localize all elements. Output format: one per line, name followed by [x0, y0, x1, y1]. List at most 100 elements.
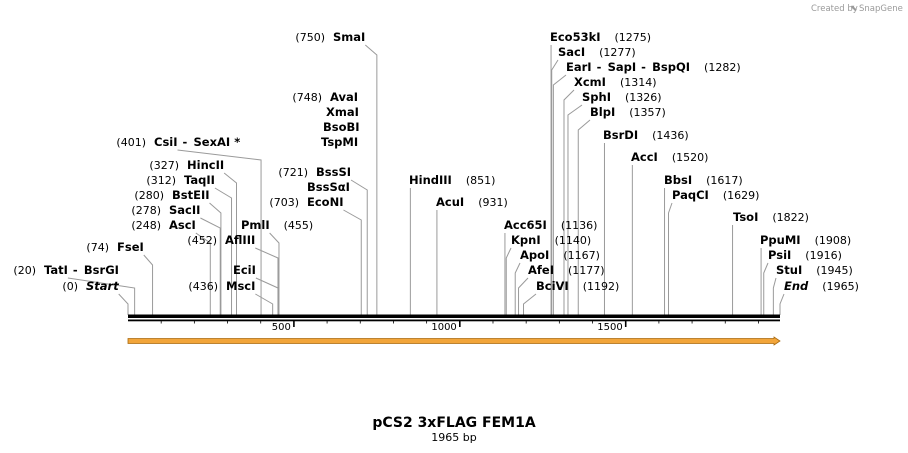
site-name[interactable]: AvaI — [330, 90, 358, 104]
site-hincii[interactable]: HincII (327) — [149, 158, 224, 172]
site-name[interactable]: Eco53kI — [550, 30, 601, 44]
site-ecii[interactable]: EciI — [233, 263, 256, 277]
site-acui[interactable]: AcuI (931) — [436, 195, 508, 209]
site-pmli[interactable]: PmlI (455) — [241, 218, 313, 232]
site-position: (1326) — [625, 91, 662, 104]
site-bbsi[interactable]: BbsI (1617) — [664, 173, 743, 187]
site-name[interactable]: SmaI — [333, 30, 365, 44]
site-name[interactable]: BciVI — [536, 279, 569, 293]
site-name[interactable]: EcoNI — [307, 195, 343, 209]
site-tati[interactable]: TatI - BsrGI (20) — [13, 263, 119, 277]
ruler-tick-label: 1000 — [431, 322, 456, 333]
site-csii[interactable]: CsiI - SexAI * (401) — [116, 135, 240, 149]
site-sacii[interactable]: SacII (278) — [131, 203, 200, 217]
site-name[interactable]: EarI — [566, 60, 592, 74]
site-stui[interactable]: StuI (1945) — [776, 263, 853, 277]
site-name[interactable]: SacII — [169, 203, 200, 217]
site-start[interactable]: Start (0) — [62, 279, 119, 293]
site-name[interactable]: Acc65I — [504, 218, 547, 232]
site-name[interactable]: BsrDI — [603, 128, 638, 142]
site-name[interactable]: ApoI — [520, 248, 549, 262]
site-bsssi[interactable]: BssSI (721) — [278, 165, 351, 179]
site-bsrdi[interactable]: BsrDI (1436) — [603, 128, 689, 142]
feature-track[interactable] — [127, 336, 781, 346]
site-name[interactable]: HindIII — [409, 173, 452, 187]
site-acci[interactable]: AccI (1520) — [631, 150, 708, 164]
site-tsoi[interactable]: TsoI (1822) — [733, 210, 809, 224]
site-xmai[interactable]: XmaI — [326, 105, 359, 119]
site-bsteii[interactable]: BstEII (280) — [134, 188, 209, 202]
site-sphi[interactable]: SphI (1326) — [582, 90, 662, 104]
site-name[interactable]: TsoI — [733, 210, 758, 224]
site-position: (20) — [13, 264, 36, 277]
site-name[interactable]: TaqII — [184, 173, 215, 187]
site-name[interactable]: MscI — [226, 279, 255, 293]
site-name[interactable]: BbsI — [664, 173, 692, 187]
site-name[interactable]: CsiI — [154, 135, 178, 149]
site-acc65i[interactable]: Acc65I (1136) — [504, 218, 597, 232]
site-bcivi[interactable]: BciVI (1192) — [536, 279, 619, 293]
site-bsobi[interactable]: BsoBI — [323, 120, 360, 134]
leader-bsssi — [350, 179, 368, 315]
site-avai[interactable]: AvaI (748) — [292, 90, 358, 104]
site-name[interactable]: AscI — [169, 218, 196, 232]
site-name[interactable]: KpnI — [511, 233, 541, 247]
site-bsss-i[interactable]: BssSαI — [307, 180, 350, 194]
site-name[interactable]: BssSαI — [307, 180, 350, 194]
site-paqci[interactable]: PaqCI (1629) — [672, 188, 759, 202]
site-hindiii[interactable]: HindIII (851) — [409, 173, 495, 187]
site-blpi[interactable]: BlpI (1357) — [590, 105, 666, 119]
site-name[interactable]: SacI — [558, 45, 585, 59]
site-name[interactable]: End — [784, 279, 809, 293]
site-name[interactable]: EciI — [233, 263, 256, 277]
site-name[interactable]: AflIII — [225, 233, 255, 247]
site-name[interactable]: BssSI — [316, 165, 351, 179]
site-name[interactable]: BspQI — [652, 60, 690, 74]
leader-hincii — [223, 172, 238, 315]
site-name[interactable]: Start — [86, 279, 119, 293]
site-name[interactable]: HincII — [187, 158, 224, 172]
site-eco53ki[interactable]: Eco53kI (1275) — [550, 30, 651, 44]
site-name[interactable]: AfeI — [528, 263, 554, 277]
site-ppumi[interactable]: PpuMI (1908) — [760, 233, 851, 247]
site-name[interactable]: AcuI — [436, 195, 464, 209]
site-name[interactable]: AccI — [631, 150, 658, 164]
site-name[interactable]: PaqCI — [672, 188, 709, 202]
site-taqii[interactable]: TaqII (312) — [146, 173, 215, 187]
site-saci[interactable]: SacI (1277) — [558, 45, 636, 59]
site-name[interactable]: SapI — [608, 60, 637, 74]
site-name[interactable]: SphI — [582, 90, 611, 104]
site-name[interactable]: BsrGI — [84, 263, 119, 277]
site-position: (1436) — [652, 129, 689, 142]
site-psii[interactable]: PsiI (1916) — [768, 248, 842, 262]
site-apoi[interactable]: ApoI (1167) — [520, 248, 600, 262]
site-name[interactable]: SexAI * — [194, 135, 241, 149]
site-name[interactable]: TatI — [44, 263, 68, 277]
site-name[interactable]: XmaI — [326, 105, 359, 119]
site-kpni[interactable]: KpnI (1140) — [511, 233, 591, 247]
site-tspmi[interactable]: TspMI — [321, 135, 358, 149]
site-name[interactable]: FseI — [117, 240, 144, 254]
site-name[interactable]: StuI — [776, 263, 802, 277]
site-name[interactable]: BlpI — [590, 105, 615, 119]
site-xcmi[interactable]: XcmI (1314) — [574, 75, 657, 89]
site-msci[interactable]: MscI (436) — [188, 279, 255, 293]
site-asci[interactable]: AscI (248) — [131, 218, 195, 232]
site-fsei[interactable]: FseI (74) — [86, 240, 143, 254]
site-econi[interactable]: EcoNI (703) — [269, 195, 343, 209]
site-name[interactable]: XcmI — [574, 75, 606, 89]
site-name[interactable]: PsiI — [768, 248, 791, 262]
leader-bcivi — [523, 293, 537, 315]
site-name[interactable]: PpuMI — [760, 233, 801, 247]
site-name[interactable]: TspMI — [321, 135, 358, 149]
site-end[interactable]: End (1965) — [784, 279, 859, 293]
site-afliii[interactable]: AflIII (452) — [187, 233, 255, 247]
leader-msci — [255, 293, 274, 315]
site-name[interactable]: BstEII — [172, 188, 210, 202]
site-name[interactable]: BsoBI — [323, 120, 360, 134]
site-eari[interactable]: EarI - SapI - BspQI (1282) — [566, 60, 741, 74]
site-name[interactable]: PmlI — [241, 218, 270, 232]
orange-feature-arrow[interactable] — [127, 336, 781, 346]
site-afei[interactable]: AfeI (1177) — [528, 263, 605, 277]
site-smai[interactable]: SmaI (750) — [295, 30, 365, 44]
